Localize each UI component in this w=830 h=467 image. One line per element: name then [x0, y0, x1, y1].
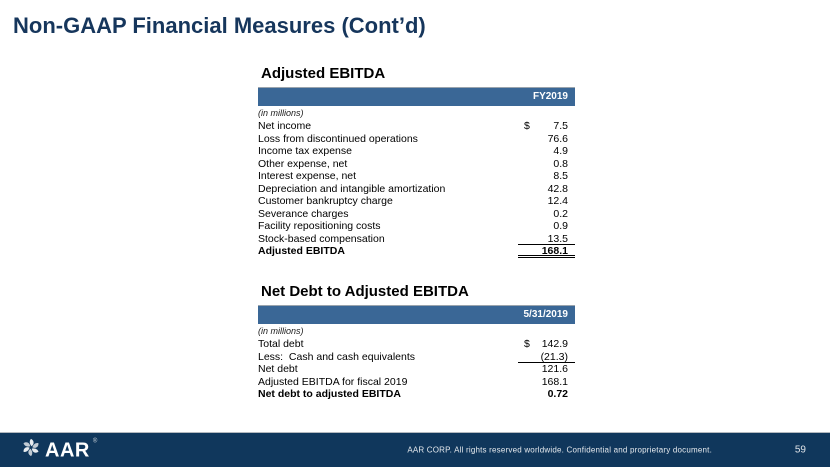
row-value: (21.3): [540, 350, 568, 363]
row-label: Total debt: [258, 338, 304, 350]
row-label: Other expense, net: [258, 157, 348, 170]
table-row: Adjusted EBITDA for fiscal 2019 168.1: [258, 376, 575, 389]
column-header: FY2019: [532, 91, 568, 102]
row-value: 168.1: [541, 245, 568, 257]
row-value-group: $7.5: [518, 120, 575, 133]
table-title: Adjusted EBITDA: [261, 65, 386, 82]
table-row: Facility repositioning costs 0.9: [258, 220, 575, 233]
table-header-bar: FY2019: [258, 87, 575, 106]
row-label: Less: Cash and cash equivalents: [258, 350, 416, 363]
row-value-group: 121.6: [518, 363, 575, 376]
table-row: Income tax expense 4.9: [258, 145, 575, 158]
table-row: Other expense, net 0.8: [258, 158, 575, 171]
row-label: Severance charges: [258, 207, 349, 220]
dollar-sign: $: [524, 338, 530, 350]
dollar-sign: $: [524, 120, 530, 132]
footer-copyright: AAR CORP. All rights reserved worldwide.…: [407, 445, 712, 455]
row-value-group: 168.1: [518, 376, 575, 389]
table-header-bar: 5/31/2019: [258, 305, 575, 324]
row-value-group: 76.6: [518, 133, 575, 146]
row-value-group: 168.1: [518, 245, 575, 258]
row-value: 0.8: [553, 157, 568, 170]
table-row: Stock-based compensation 13.5: [258, 232, 575, 245]
row-value-group: 8.5: [518, 170, 575, 183]
row-value: 7.5: [553, 120, 568, 132]
row-value: 0.2: [553, 207, 568, 220]
row-value: 0.9: [553, 220, 568, 232]
row-value-group: 0.72: [518, 388, 575, 401]
row-value: 0.72: [547, 388, 568, 400]
units-note: (in millions): [258, 108, 304, 118]
row-value: 121.6: [541, 363, 568, 375]
row-label: Facility repositioning costs: [258, 220, 381, 232]
row-label: Adjusted EBITDA: [258, 245, 345, 257]
table-body: Net income $7.5 Loss from discontinued ope…: [258, 120, 575, 258]
row-value-group: 12.4: [518, 195, 575, 208]
row-value-group: 4.9: [518, 145, 575, 158]
table-row: Customer bankruptcy charge 12.4: [258, 195, 575, 208]
row-value: 8.5: [553, 170, 568, 182]
page-number: 59: [794, 444, 806, 456]
table-row: Adjusted EBITDA 168.1: [258, 245, 575, 258]
slide-title: Non-GAAP Financial Measures (Cont’d): [13, 13, 426, 38]
units-note: (in millions): [258, 326, 304, 336]
row-value-group: $142.9: [518, 338, 575, 351]
row-label: Customer bankruptcy charge: [258, 195, 393, 207]
row-label: Net debt to adjusted EBITDA: [258, 388, 401, 400]
row-value: 12.4: [547, 195, 568, 207]
registered-mark: ®: [92, 438, 98, 445]
row-value-group: 42.8: [518, 183, 575, 196]
column-header: 5/31/2019: [523, 309, 569, 320]
row-label: Adjusted EBITDA for fiscal 2019: [258, 375, 408, 388]
row-label: Interest expense, net: [258, 170, 357, 182]
row-value: 76.6: [547, 132, 568, 145]
footer-bar: AAR ® AAR CORP. All rights reserved worl…: [0, 432, 830, 467]
row-label: Stock-based compensation: [258, 232, 385, 245]
row-value: 13.5: [547, 232, 568, 245]
row-label: Loss from discontinued operations: [258, 132, 418, 145]
row-value-group: (21.3): [518, 350, 575, 363]
row-value: 42.8: [547, 182, 568, 195]
row-label: Net debt: [258, 363, 298, 375]
row-value-group: 0.2: [518, 208, 575, 221]
table-row: Total debt $142.9: [258, 338, 575, 351]
table-row: Net debt 121.6: [258, 363, 575, 376]
row-value: 142.9: [541, 338, 568, 350]
row-label: Depreciation and intangible amortization: [258, 182, 446, 195]
row-label: Income tax expense: [258, 145, 352, 157]
row-value: 168.1: [541, 375, 568, 388]
table-row: Interest expense, net 8.5: [258, 170, 575, 183]
row-value: 4.9: [553, 145, 568, 157]
row-value-group: 0.8: [518, 158, 575, 171]
net-debt-table: Net Debt to Adjusted EBITDA 5/31/2019 (i…: [258, 282, 575, 401]
adjusted-ebitda-table: Adjusted EBITDA FY2019 (in millions) Net…: [258, 64, 575, 258]
table-row: Loss from discontinued operations 76.6: [258, 133, 575, 146]
table-title: Net Debt to Adjusted EBITDA: [261, 283, 469, 300]
logo-text: AAR: [45, 439, 90, 461]
table-row: Less: Cash and cash equivalents (21.3): [258, 350, 575, 363]
table-row: Depreciation and intangible amortization…: [258, 183, 575, 196]
row-label: Net income: [258, 120, 312, 132]
table-row: Severance charges 0.2: [258, 208, 575, 221]
table-row: Net debt to adjusted EBITDA 0.72: [258, 388, 575, 401]
pinwheel-logo-icon: [20, 437, 42, 464]
aar-logo: AAR ®: [20, 437, 97, 464]
table-body: Total debt $142.9 Less: Cash and cash equi…: [258, 338, 575, 401]
row-value-group: 13.5: [518, 232, 575, 245]
table-row: Net income $7.5: [258, 120, 575, 133]
row-value-group: 0.9: [518, 220, 575, 233]
